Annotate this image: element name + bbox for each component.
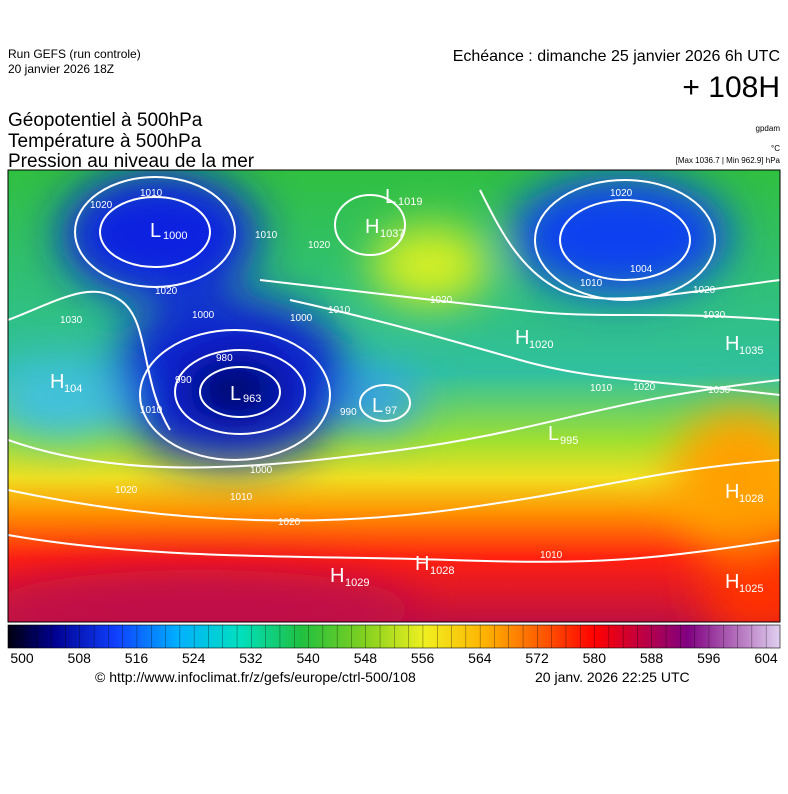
isobar-label: 1010 (140, 188, 163, 199)
isobar-label: 1030 (703, 310, 726, 321)
colorbar-label: 588 (640, 650, 664, 666)
run-date: 20 janvier 2026 18Z (8, 62, 114, 76)
center: H (330, 565, 344, 587)
colorbar: 500 508 516 524 532 540 548 556 564 572 580 588 596 6… (7, 624, 781, 666)
echeance: Echéance : dimanche 25 janvier 2026 6h U… (453, 48, 780, 65)
center: H (515, 327, 529, 349)
center: H (725, 481, 739, 503)
isobar-label: 1020 (278, 517, 301, 528)
colorbar-label: 564 (468, 650, 492, 666)
unit: [Max 1036.7 | Min 962.9] hPa (676, 156, 781, 165)
center-value: 1029 (345, 577, 369, 589)
colorbar-label: 596 (697, 650, 721, 666)
center-value: 1035 (739, 345, 763, 357)
center-value: 1025 (739, 583, 763, 595)
center: H (415, 553, 429, 575)
colorbar-cells (7, 624, 781, 649)
center: L (385, 186, 396, 208)
isobar-label: 990 (175, 375, 192, 386)
isobar-label: 1000 (290, 313, 313, 324)
isobar-label: 1030 (708, 385, 731, 396)
isobar-labels: 1010 1020 1020 1030 1000 990 980 1010 10… (60, 188, 731, 561)
center: H (725, 571, 739, 593)
colorbar-label: 580 (583, 650, 607, 666)
isobar-label: 1004 (630, 264, 653, 275)
center-value: 995 (560, 435, 578, 447)
isobar-label: 990 (340, 407, 357, 418)
colorbar-label: 572 (525, 650, 549, 666)
field: Pression au niveau de la mer (8, 151, 255, 172)
colorbar-label: 508 (68, 650, 92, 666)
isobar-label: 1020 (308, 240, 331, 251)
isobar-label: 1010 (255, 230, 278, 241)
isobar-label: 1020 (90, 200, 113, 211)
isobar-label: 1010 (328, 305, 351, 316)
colorbar-label: 516 (125, 650, 149, 666)
colorbar-label: 532 (239, 650, 263, 666)
colorbar-labels: 500 508 516 524 532 540 548 556 564 572 580 588 596 6… (10, 650, 778, 666)
colorbar-label: 524 (182, 650, 206, 666)
isobar-label: 1030 (60, 315, 83, 326)
center-value: 1020 (529, 339, 553, 351)
center: L (372, 395, 383, 417)
isobar-label: 1000 (250, 465, 273, 476)
field: Température à 500hPa (8, 131, 202, 152)
isobar-label: 1020 (430, 295, 453, 306)
center: H (50, 371, 64, 393)
lead-time: + 108H (682, 71, 780, 104)
center-value: 1000 (163, 230, 187, 242)
issue-date: 20 janv. 2026 22:25 UTC (535, 669, 690, 685)
colorbar-label: 604 (754, 650, 778, 666)
isobar-label: 1020 (155, 286, 178, 297)
isobar-label: 1020 (693, 285, 716, 296)
center-value: 104 (64, 383, 82, 395)
center-value: 1028 (430, 565, 454, 577)
isobar-label: 980 (216, 353, 233, 364)
run: Run GEFS (run controle) (8, 47, 141, 61)
source-url: © http://www.infoclimat.fr/z/gefs/europe… (95, 669, 416, 685)
colorbar-label: 540 (296, 650, 320, 666)
isobar-label: 1010 (580, 278, 603, 289)
field: Géopotentiel à 500hPa (8, 110, 203, 131)
isobar-label: 1020 (633, 382, 656, 393)
unit: °C (771, 144, 780, 153)
center-value: 97 (385, 405, 397, 417)
center: L (230, 383, 241, 405)
unit: gpdam (756, 124, 781, 133)
center: L (548, 423, 559, 445)
isobar-label: 1010 (540, 550, 563, 561)
isobar-label: 1010 (590, 383, 613, 394)
isobar-label: 1010 (140, 405, 163, 416)
colorbar-label: 556 (411, 650, 435, 666)
center: H (725, 333, 739, 355)
center: L (150, 220, 161, 242)
center-value: 1028 (739, 493, 763, 505)
isobar-label: 1020 (610, 188, 633, 199)
center-value: 1037 (380, 228, 404, 240)
center-value: 1019 (398, 196, 422, 208)
colorbar-label: 548 (354, 650, 378, 666)
colorbar-label: 500 (10, 650, 34, 666)
isobar-label: 1010 (230, 492, 253, 503)
map-frame (7, 169, 781, 623)
isobar-label: 1020 (115, 485, 138, 496)
center-value: 963 (243, 393, 261, 405)
isobar-label: 1000 (192, 310, 215, 321)
center: H (365, 216, 379, 238)
map: L 1000 L 1019 H 1037 L 963 L 97 H 1020 H… (8, 170, 780, 622)
